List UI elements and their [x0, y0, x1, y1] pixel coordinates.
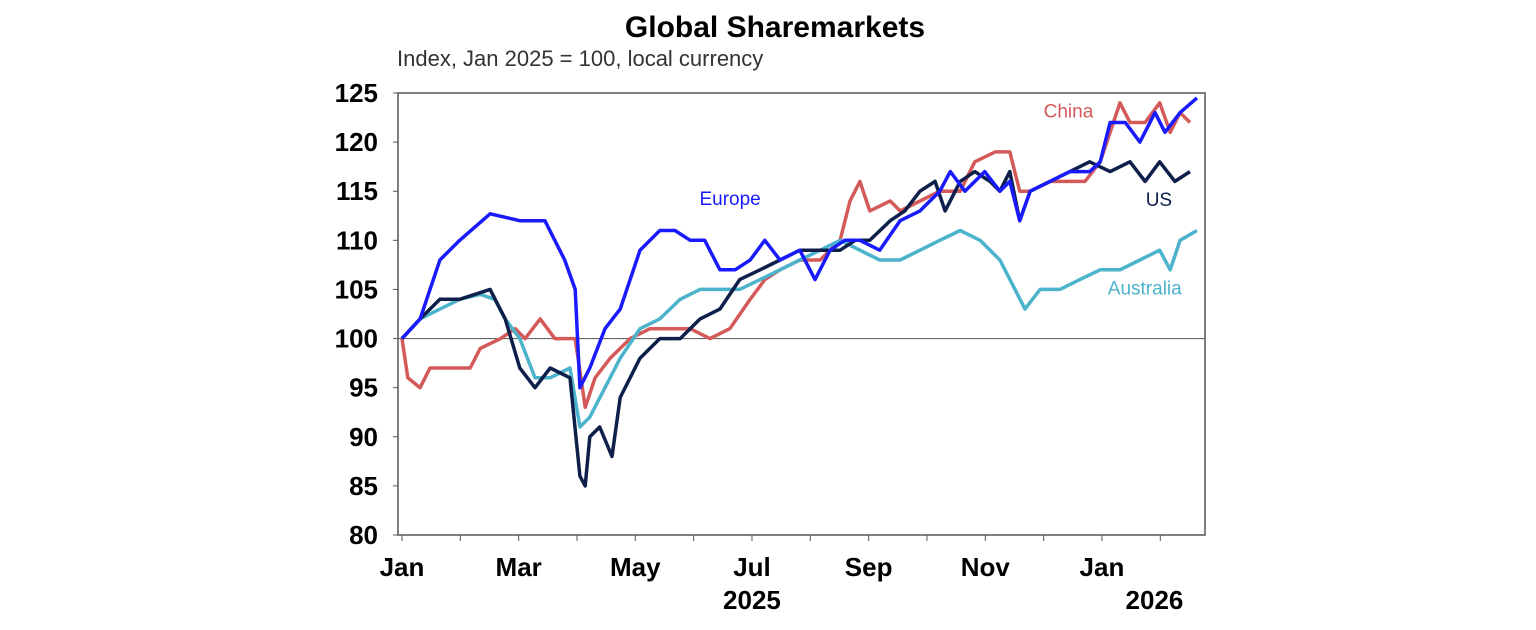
- y-tick-label: 125: [335, 78, 378, 108]
- x-tick-label: Nov: [961, 552, 1011, 582]
- plot-area: [397, 92, 1206, 536]
- y-tick-label: 105: [335, 274, 378, 304]
- y-tick-label: 90: [349, 422, 378, 452]
- series-line-australia: [400, 228, 1198, 429]
- y-tick-label: 115: [336, 176, 378, 206]
- series-line-us: [400, 160, 1191, 488]
- series-label-china: China: [1044, 102, 1094, 123]
- series-line-europe: [400, 96, 1199, 390]
- y-tick-label: 100: [335, 324, 378, 354]
- x-tick-label: Jul: [733, 552, 771, 582]
- chart-subtitle: Index, Jan 2025 = 100, local currency: [397, 46, 763, 71]
- x-tick-label: May: [610, 552, 661, 582]
- x-tick-label: Jan: [380, 552, 425, 582]
- x-tick-label: Jan: [1080, 552, 1125, 582]
- y-tick-label: 85: [349, 471, 378, 501]
- series-label-us: US: [1146, 190, 1172, 211]
- y-tick-label: 80: [349, 520, 378, 550]
- x-tick-label: Sep: [845, 552, 893, 582]
- x-tick-label: Mar: [496, 552, 542, 582]
- year-label: 2026: [1126, 585, 1184, 615]
- chart-title: Global Sharemarkets: [625, 11, 925, 44]
- y-tick-label: 110: [336, 225, 378, 255]
- y-tick-label: 120: [335, 127, 378, 157]
- series-line-china: [400, 101, 1192, 410]
- series-label-australia: Australia: [1108, 278, 1182, 299]
- series-label-europe: Europe: [699, 189, 760, 210]
- y-tick-label: 95: [349, 373, 378, 403]
- year-label: 2025: [723, 585, 781, 615]
